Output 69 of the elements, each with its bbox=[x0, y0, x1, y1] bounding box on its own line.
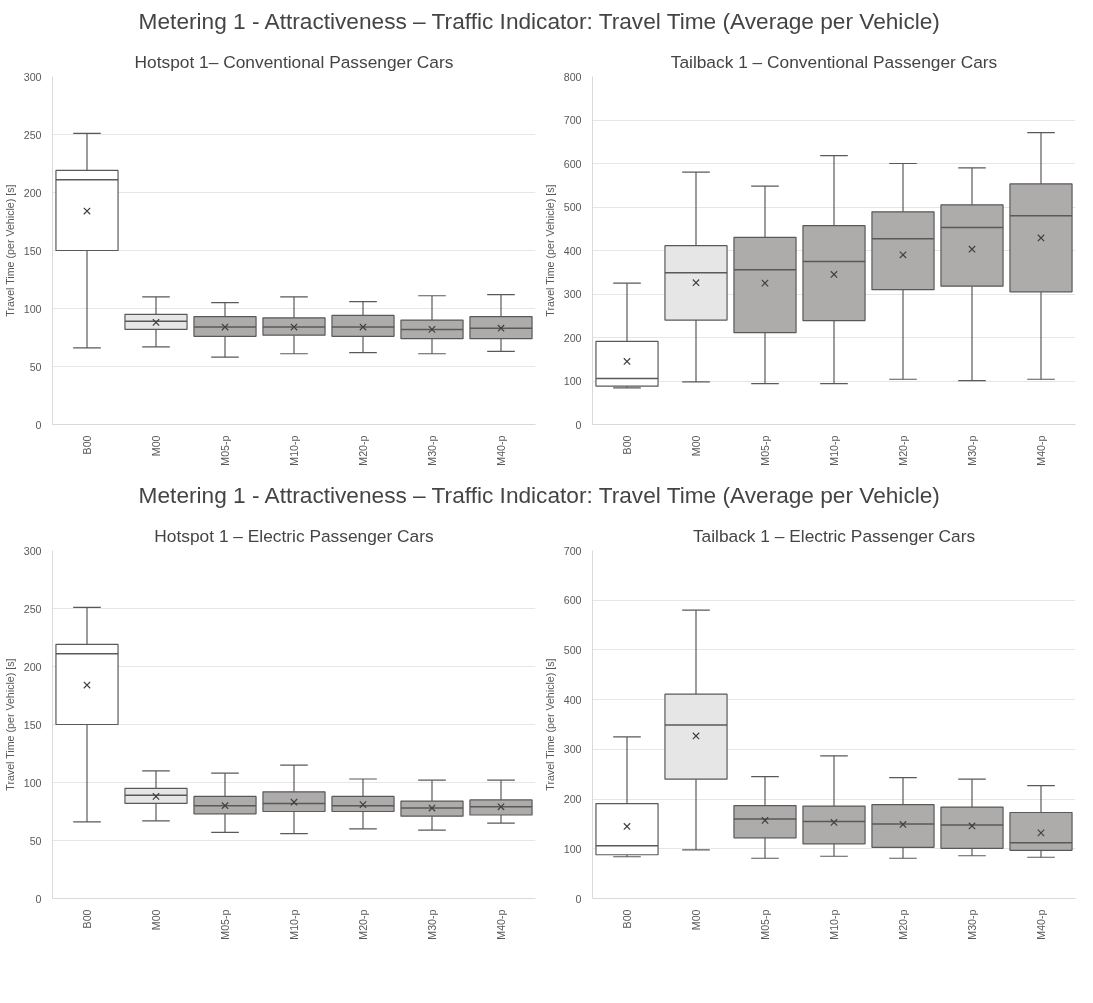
y-tick-label: 200 bbox=[23, 186, 42, 199]
x-tick-label: M00 bbox=[150, 435, 162, 457]
text: Metering 1 - Attractiveness – Traffic Indicator: Travel Time (Average per Vehicle) bbox=[138, 481, 940, 508]
x-tick-label: M20-p bbox=[357, 909, 369, 940]
y-tick-label: 100 bbox=[23, 302, 42, 315]
x-tick-label: B00 bbox=[621, 909, 633, 929]
y-tick-label: 400 bbox=[563, 244, 582, 257]
y-axis-title: Travel Time (per Vehicle) [s] bbox=[3, 184, 16, 317]
y-tick-label: 100 bbox=[563, 842, 582, 855]
chart-title: Tailback 1 – Electric Passenger Cars bbox=[692, 525, 976, 546]
y-tick-label: 500 bbox=[563, 201, 582, 213]
x-tick-label: M40-p bbox=[495, 435, 507, 466]
x-tick-label: M05-p bbox=[759, 435, 771, 466]
y-tick-label: 500 bbox=[563, 643, 582, 656]
x-tick-label: M20-p bbox=[897, 909, 909, 940]
y-tick-label: 600 bbox=[563, 594, 582, 607]
x-tick-label: M05-p bbox=[219, 435, 231, 466]
x-tick-label: M00 bbox=[690, 909, 702, 931]
x-tick-label: M05-p bbox=[219, 909, 231, 940]
x-tick-label: M10-p bbox=[828, 435, 840, 466]
x-tick-label: B00 bbox=[621, 435, 633, 455]
x-tick-label: M40-p bbox=[1035, 909, 1047, 940]
y-tick-label: 100 bbox=[23, 776, 42, 789]
x-tick-label: M30-p bbox=[426, 909, 438, 940]
y-axis-title: Travel Time (per Vehicle) [s] bbox=[543, 184, 556, 317]
y-tick-label: 700 bbox=[563, 544, 582, 557]
y-tick-label: 200 bbox=[563, 331, 582, 344]
y-tick-label: 200 bbox=[563, 793, 582, 806]
x-tick-label: M40-p bbox=[495, 909, 507, 940]
y-tick-label: 400 bbox=[563, 693, 582, 706]
y-tick-label: 300 bbox=[563, 743, 582, 756]
y-tick-label: 0 bbox=[575, 892, 582, 905]
y-tick-label: 150 bbox=[23, 718, 42, 731]
chart-title: Hotspot 1– Conventional Passenger Cars bbox=[134, 51, 454, 72]
chart-title: Hotspot 1 – Electric Passenger Cars bbox=[154, 525, 434, 546]
x-tick-label: M00 bbox=[150, 909, 162, 931]
text: Metering 1 - Attractiveness – Traffic Indicator: Travel Time (Average per Vehicle) bbox=[138, 7, 940, 34]
y-tick-label: 0 bbox=[35, 892, 42, 905]
y-tick-label: 600 bbox=[563, 157, 582, 170]
y-tick-label: 200 bbox=[23, 660, 42, 673]
x-tick-label: M30-p bbox=[966, 435, 978, 466]
y-tick-label: 50 bbox=[29, 834, 42, 847]
y-tick-label: 150 bbox=[23, 244, 42, 257]
x-tick-label: M30-p bbox=[966, 909, 978, 940]
x-tick-label: M00 bbox=[690, 435, 702, 457]
x-tick-label: M40-p bbox=[1035, 435, 1047, 466]
y-tick-label: 0 bbox=[35, 418, 42, 431]
y-tick-label: 300 bbox=[23, 544, 42, 557]
x-tick-label: M05-p bbox=[759, 909, 771, 940]
y-axis-title: Travel Time (per Vehicle) [s] bbox=[543, 658, 556, 791]
y-tick-label: 250 bbox=[23, 602, 42, 615]
y-tick-label: 100 bbox=[563, 375, 582, 387]
y-tick-label: 0 bbox=[575, 418, 582, 431]
y-axis-title: Travel Time (per Vehicle) [s] bbox=[3, 658, 16, 791]
x-tick-label: B00 bbox=[81, 909, 93, 929]
chart-title: Tailback 1 – Conventional Passenger Cars bbox=[670, 51, 998, 72]
y-tick-label: 700 bbox=[563, 114, 582, 126]
x-tick-label: M10-p bbox=[288, 909, 300, 940]
y-tick-label: 300 bbox=[563, 288, 582, 300]
x-tick-label: M20-p bbox=[897, 435, 909, 466]
x-tick-label: M10-p bbox=[288, 435, 300, 466]
x-tick-label: M10-p bbox=[828, 909, 840, 940]
x-tick-label: M20-p bbox=[357, 435, 369, 466]
y-tick-label: 50 bbox=[29, 360, 42, 373]
x-tick-label: B00 bbox=[81, 435, 93, 455]
y-tick-label: 300 bbox=[23, 70, 42, 83]
x-tick-label: M30-p bbox=[426, 435, 438, 466]
y-tick-label: 800 bbox=[563, 70, 582, 83]
y-tick-label: 250 bbox=[23, 128, 42, 141]
